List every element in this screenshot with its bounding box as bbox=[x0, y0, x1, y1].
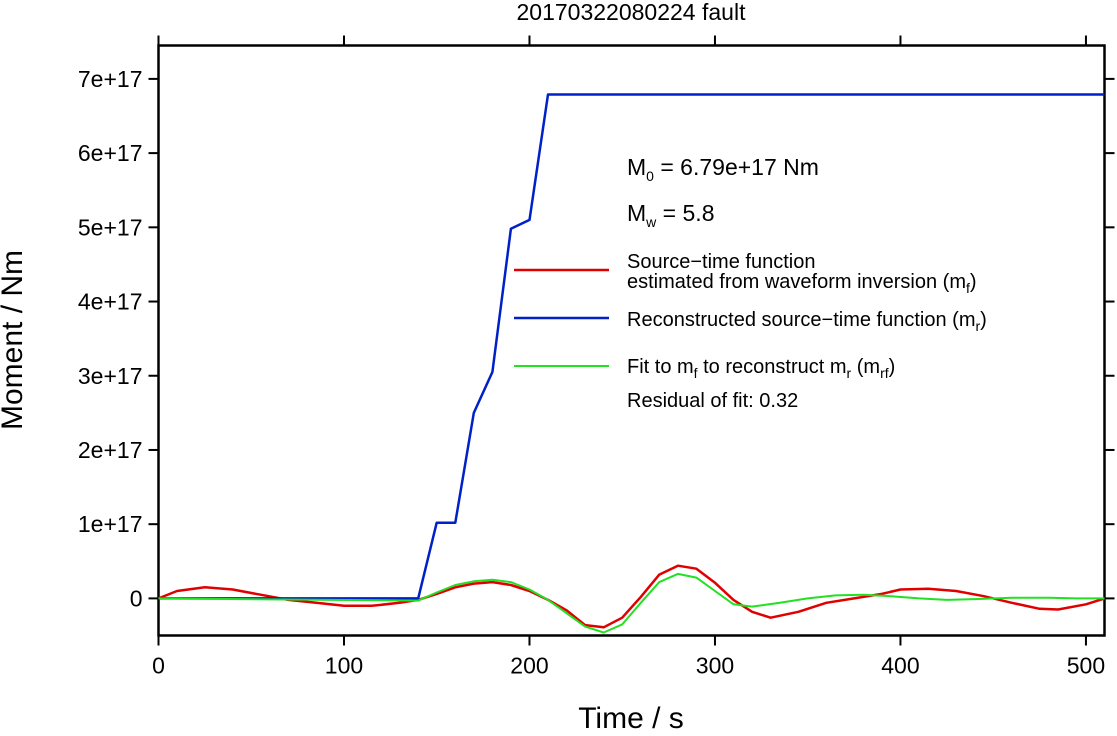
series-line-blue bbox=[158, 93, 1105, 600]
x-axis-title: Time / s bbox=[578, 702, 684, 735]
legend-red-close: ) bbox=[970, 271, 977, 293]
plot-frame bbox=[157, 44, 1106, 637]
svg-text:M0 = 6.79e+17 Nm: M0 = 6.79e+17 Nm bbox=[627, 154, 819, 184]
legend-label-red-line1: Source−time function bbox=[627, 251, 815, 273]
legend-green-sub3: rf bbox=[880, 365, 889, 381]
svg-text:Mw = 5.8: Mw = 5.8 bbox=[627, 200, 714, 230]
series-layer bbox=[158, 93, 1105, 634]
svg-text:Reconstructed source−time func: Reconstructed source−time function (mr) bbox=[627, 309, 987, 334]
legend-label-red-line2: estimated from waveform inversion (m bbox=[627, 271, 966, 293]
legend-label-blue: Reconstructed source−time function (m bbox=[627, 309, 976, 331]
x-tick-label: 100 bbox=[325, 653, 363, 679]
x-tick-label: 0 bbox=[152, 653, 165, 679]
residual-label: Residual of fit: 0.32 bbox=[627, 390, 798, 412]
moment-annotation: M0 = 6.79e+17 Nm Mw = 5.8 bbox=[627, 154, 819, 230]
m0-subscript: 0 bbox=[646, 168, 654, 184]
y-tick-label: 7e+17 bbox=[78, 66, 143, 92]
svg-text:estimated from waveform invers: estimated from waveform inversion (mf) bbox=[627, 271, 977, 296]
y-tick-label: 4e+17 bbox=[78, 289, 143, 315]
x-tick-label: 200 bbox=[510, 653, 548, 679]
legend: Source−time function estimated from wave… bbox=[514, 251, 987, 412]
legend-red-subscript: f bbox=[966, 280, 970, 296]
svg-text:Fit to mf to reconstruct mr (m: Fit to mf to reconstruct mr (mrf) bbox=[627, 356, 895, 381]
y-axis-title: Moment / Nm bbox=[0, 250, 29, 430]
y-axis-ticks: 0 1e+17 2e+17 3e+17 4e+17 5e+17 6e+17 7e+17 bbox=[78, 66, 1115, 611]
series-line-green bbox=[158, 572, 1105, 634]
mw-subscript: w bbox=[645, 214, 657, 230]
y-tick-label: 5e+17 bbox=[78, 214, 143, 240]
y-tick-label: 6e+17 bbox=[78, 140, 143, 166]
x-tick-label: 300 bbox=[696, 653, 734, 679]
legend-label-green-d: ) bbox=[889, 356, 896, 378]
legend-label-green-a: Fit to m bbox=[627, 356, 694, 378]
legend-label-green-b: to reconstruct m bbox=[698, 356, 847, 378]
legend-label-green-c: (m bbox=[851, 356, 880, 378]
mw-value: = 5.8 bbox=[656, 200, 714, 226]
chart-title: 20170322080224 fault bbox=[517, 0, 747, 25]
y-tick-label: 2e+17 bbox=[78, 437, 143, 463]
x-tick-label: 500 bbox=[1067, 653, 1105, 679]
legend-green-sub2: r bbox=[847, 365, 852, 381]
x-tick-label: 400 bbox=[881, 653, 919, 679]
legend-green-sub1: f bbox=[694, 365, 698, 381]
y-tick-label: 0 bbox=[130, 585, 143, 611]
m0-symbol: M bbox=[627, 154, 646, 180]
y-tick-label: 3e+17 bbox=[78, 363, 143, 389]
m0-value: = 6.79e+17 Nm bbox=[654, 154, 819, 180]
series-line-red bbox=[158, 564, 1105, 629]
legend-blue-subscript: r bbox=[976, 318, 981, 334]
legend-blue-close: ) bbox=[980, 309, 987, 331]
y-tick-label: 1e+17 bbox=[78, 511, 143, 537]
x-axis-ticks: 0 100 200 300 400 500 bbox=[152, 35, 1105, 679]
mw-symbol: M bbox=[627, 200, 646, 226]
